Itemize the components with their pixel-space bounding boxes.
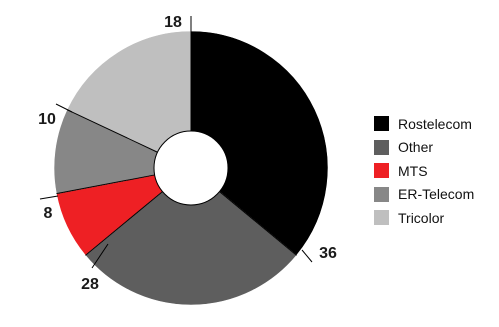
legend-label-er-telecom: ER-Telecom bbox=[398, 186, 475, 203]
slice-separator bbox=[85, 191, 163, 256]
slice-other bbox=[85, 167, 297, 306]
leader-line-rostelecom bbox=[301, 249, 313, 263]
legend-label-tricolor: Tricolor bbox=[398, 209, 445, 226]
legend-item-mts: MTS bbox=[374, 159, 474, 183]
data-label-tricolor: 18 bbox=[164, 14, 182, 31]
donut-hole bbox=[153, 130, 229, 206]
leader-lines-group bbox=[39, 16, 313, 269]
slice-rostelecom bbox=[190, 30, 329, 256]
data-label-rostelecom: 36 bbox=[319, 245, 337, 262]
data-label-mts: 8 bbox=[44, 205, 53, 222]
data-label-other: 28 bbox=[81, 276, 99, 293]
legend-item-tricolor: Tricolor bbox=[374, 206, 474, 230]
leader-line-other bbox=[91, 243, 109, 269]
slice-separator bbox=[66, 109, 158, 153]
legend-swatch-rostelecom bbox=[374, 116, 389, 132]
slices-group bbox=[53, 30, 329, 306]
legend-item-other: Other bbox=[374, 136, 474, 160]
legend-swatch-mts bbox=[374, 163, 389, 179]
legend-swatch-tricolor bbox=[374, 210, 389, 226]
legend-item-rostelecom: Rostelecom bbox=[374, 112, 474, 136]
legend-label-other: Other bbox=[398, 139, 434, 156]
data-labels-group: 36 28 8 10 18 bbox=[38, 14, 337, 293]
legend: Rostelecom Other MTS ER-Telecom Tricolor bbox=[374, 112, 474, 230]
legend-item-er-telecom: ER-Telecom bbox=[374, 183, 474, 207]
legend-label-mts: MTS bbox=[398, 162, 428, 179]
legend-label-rostelecom: Rostelecom bbox=[398, 115, 472, 132]
leader-line-mts bbox=[39, 195, 59, 200]
slice-tricolor bbox=[66, 30, 192, 169]
data-label-er-telecom: 10 bbox=[38, 111, 56, 128]
slice-separator bbox=[219, 191, 297, 256]
donut-chart: 36 28 8 10 18 bbox=[38, 14, 337, 306]
slice-separator bbox=[56, 174, 155, 195]
legend-swatch-er-telecom bbox=[374, 186, 389, 202]
legend-swatch-other bbox=[374, 139, 389, 155]
